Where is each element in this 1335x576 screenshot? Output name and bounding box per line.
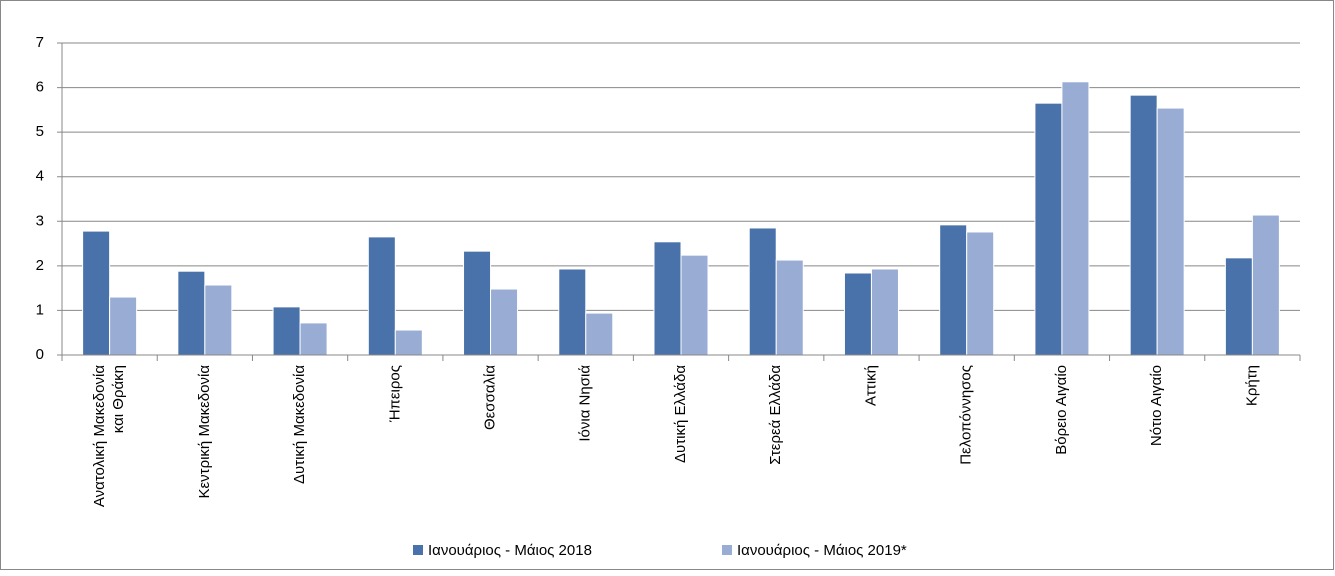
x-tick-label: Νότιο Αιγαίο — [1148, 365, 1165, 446]
bar — [299, 322, 328, 356]
bar — [558, 268, 587, 356]
bar — [394, 329, 423, 356]
y-tick-label: 1 — [36, 301, 44, 318]
y-tick-label: 3 — [36, 212, 44, 229]
x-tick-label: Πελοπόννησος — [958, 365, 975, 465]
x-tick-label: Ιόνια Νησιά — [577, 365, 594, 442]
bar — [585, 312, 614, 356]
bar — [775, 259, 804, 356]
y-tick-label: 2 — [36, 257, 44, 274]
bar — [1129, 94, 1158, 356]
bar — [870, 268, 899, 356]
legend-label: Ιανουάριος - Μάιος 2018 — [428, 542, 592, 559]
bar — [177, 270, 206, 356]
legend-swatch — [722, 545, 732, 555]
bar — [1061, 81, 1090, 356]
bar — [939, 224, 968, 356]
x-tick-label: Ήπειρος — [386, 365, 403, 423]
x-tick-label: Δυτική Ελλάδα — [672, 365, 689, 463]
x-tick-label: Βόρειο Αιγαίο — [1053, 365, 1070, 455]
x-tick-label: Στερεά Ελλάδα — [767, 365, 784, 465]
bar — [367, 236, 396, 356]
bar — [463, 250, 492, 356]
bar — [490, 288, 519, 356]
bar — [843, 272, 872, 356]
x-tick-label: Κρήτη — [1243, 365, 1260, 406]
y-tick-label: 0 — [36, 346, 44, 363]
bar — [1156, 107, 1185, 356]
bar — [748, 227, 777, 356]
legend-swatch — [413, 545, 423, 555]
bar — [109, 296, 138, 356]
y-tick-label: 6 — [36, 79, 44, 96]
bar — [1251, 214, 1280, 356]
x-tick-label: Ανατολική Μακεδονία και Θράκη — [91, 365, 127, 507]
y-tick-label: 5 — [36, 123, 44, 140]
y-tick-label: 4 — [36, 168, 44, 185]
bar — [680, 254, 709, 356]
x-tick-label: Δυτική Μακεδονία — [291, 365, 308, 484]
legend-label: Ιανουάριος - Μάιος 2019* — [737, 542, 907, 559]
x-tick-label: Θεσσαλία — [482, 365, 499, 430]
bar — [272, 306, 301, 356]
bar — [966, 231, 995, 356]
x-tick-label: Αττική — [862, 365, 879, 406]
bar — [204, 284, 233, 356]
y-tick-label: 7 — [36, 34, 44, 51]
bar — [1224, 257, 1253, 356]
bar — [653, 241, 682, 356]
x-tick-label: Κεντρική Μακεδονία — [196, 365, 213, 499]
bar — [1034, 102, 1063, 356]
bar — [82, 230, 111, 356]
